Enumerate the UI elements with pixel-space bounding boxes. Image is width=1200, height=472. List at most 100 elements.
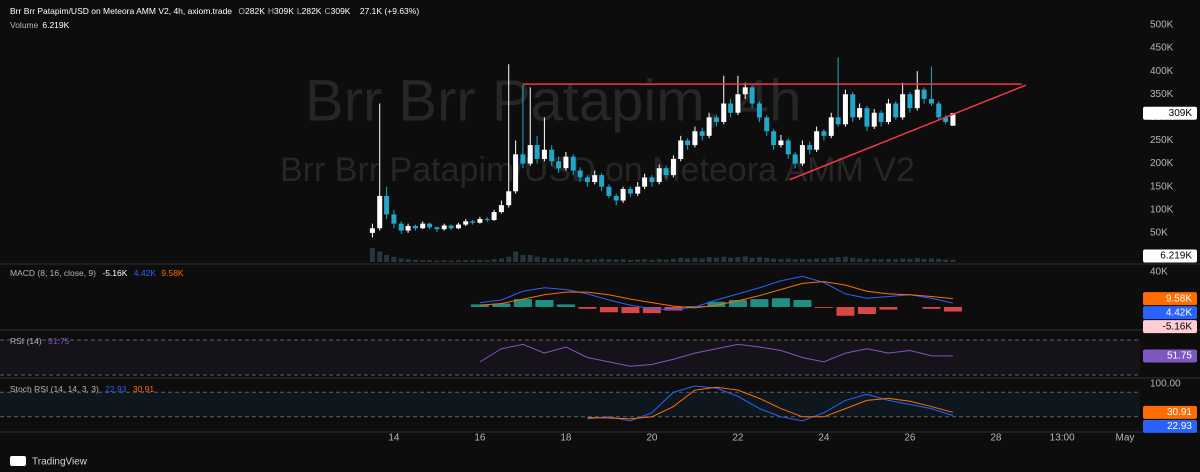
watermark: Brr Brr Patapim/USD on Meteora AMM V2 [280,151,915,189]
candle-body [685,140,691,146]
hist-value: -5.16K [102,268,128,278]
axis-tag-label: 6.219K [1160,251,1192,262]
ohlc-value: 309K [330,6,351,16]
candle-body [498,205,504,213]
volume-bar [427,260,433,262]
volume-bar [592,259,598,262]
candle-body [592,175,598,183]
volume-bar [721,256,727,262]
volume-bar [369,248,375,262]
volume-bar [742,256,748,262]
volume-bar [692,257,698,262]
candle-body [842,94,848,125]
candle-body [936,103,942,118]
axis-tag [1143,349,1197,363]
volume-bar [785,258,791,262]
volume-bar [936,258,942,262]
volume-bar [520,255,526,262]
candle-body [900,94,906,118]
candle-body [384,195,390,215]
macd-histogram-bar [728,300,747,308]
candle-body [627,188,633,194]
ohlc-key: L [296,6,302,16]
candle-body [570,156,576,171]
volume-bar [842,256,848,262]
x-tick-label: 18 [560,433,572,444]
volume-bar [527,255,533,262]
volume-label: Volume [10,20,39,30]
candle-body [778,140,784,146]
candle-body [477,219,483,223]
candle-body [756,103,762,118]
candle-body [513,154,519,192]
volume-bar [900,258,906,262]
volume-bar [570,259,576,262]
volume-bar [878,259,884,262]
ohlc-value: 282K [245,6,265,16]
y-tick-label: 40K [1150,267,1168,278]
x-tick-label: 20 [646,433,658,444]
candle-body [549,149,555,162]
stoch-line [587,385,954,422]
rsi-legend: RSI (14) 51.75 [10,336,73,346]
volume-bar [577,259,583,262]
candle-body [606,186,612,196]
ohlc-value: 309K [274,6,294,16]
volume-bar [549,258,555,262]
candle-body [506,191,512,206]
axis-tag [1143,419,1197,433]
volume-bar [656,259,662,262]
rsi-line [479,343,953,367]
candle-body [577,170,583,178]
axis-tag-label: 30.91 [1167,407,1192,418]
watermark: Brr Brr Patapim, 4h [305,68,801,133]
candle-body [412,225,418,229]
x-tick-label: 16 [474,433,486,444]
volume-bar [405,259,411,262]
volume-bar [864,258,870,262]
ohlc-key: C [324,6,331,16]
candle-body [807,145,813,150]
volume-bar [713,257,719,262]
volume-bar [513,251,519,262]
macd-histogram-bar [771,298,790,308]
volume-bar [377,251,383,262]
volume-bar [398,258,404,262]
macd-histogram-bar [535,300,554,308]
volume-bar [455,260,461,262]
axis-tag [1143,405,1197,419]
axis-tag-label: 22.93 [1167,421,1192,432]
stoch-d-value: 30.91 [132,384,155,394]
volume-bar [914,258,920,262]
axis-tag-label: 4.42K [1166,307,1192,318]
macd-histogram-bar [556,304,575,308]
stoch-k-value: 22.93 [105,384,127,394]
volume-bar [670,258,676,262]
rsi-value: 51.75 [48,336,70,346]
candle-body [735,94,741,113]
candle-body [835,117,841,125]
stoch-line [587,386,954,420]
volume-bar [756,257,762,262]
ohlc-key: H [267,6,275,16]
axis-tag [1143,306,1197,320]
y-tick-label: 350K [1150,89,1174,100]
macd-label: MACD (8, 16, close, 9) [10,268,96,278]
macd-histogram-bar [513,299,532,308]
candle-body [599,175,605,187]
candle-body [914,89,920,109]
y-tick-label: 250K [1150,135,1174,146]
volume-bar [563,257,569,262]
volume-bar [950,259,956,262]
macd-histogram-bar [857,307,876,315]
candle-body [878,112,884,122]
volume-bar [928,258,934,262]
candle-body [405,225,411,231]
candle-body [448,225,454,229]
volume-bar [871,258,877,262]
volume-bar [477,259,483,262]
candle-body [742,87,748,95]
macd-line [479,275,954,311]
volume-bar [807,259,813,262]
candle-body [556,161,562,169]
